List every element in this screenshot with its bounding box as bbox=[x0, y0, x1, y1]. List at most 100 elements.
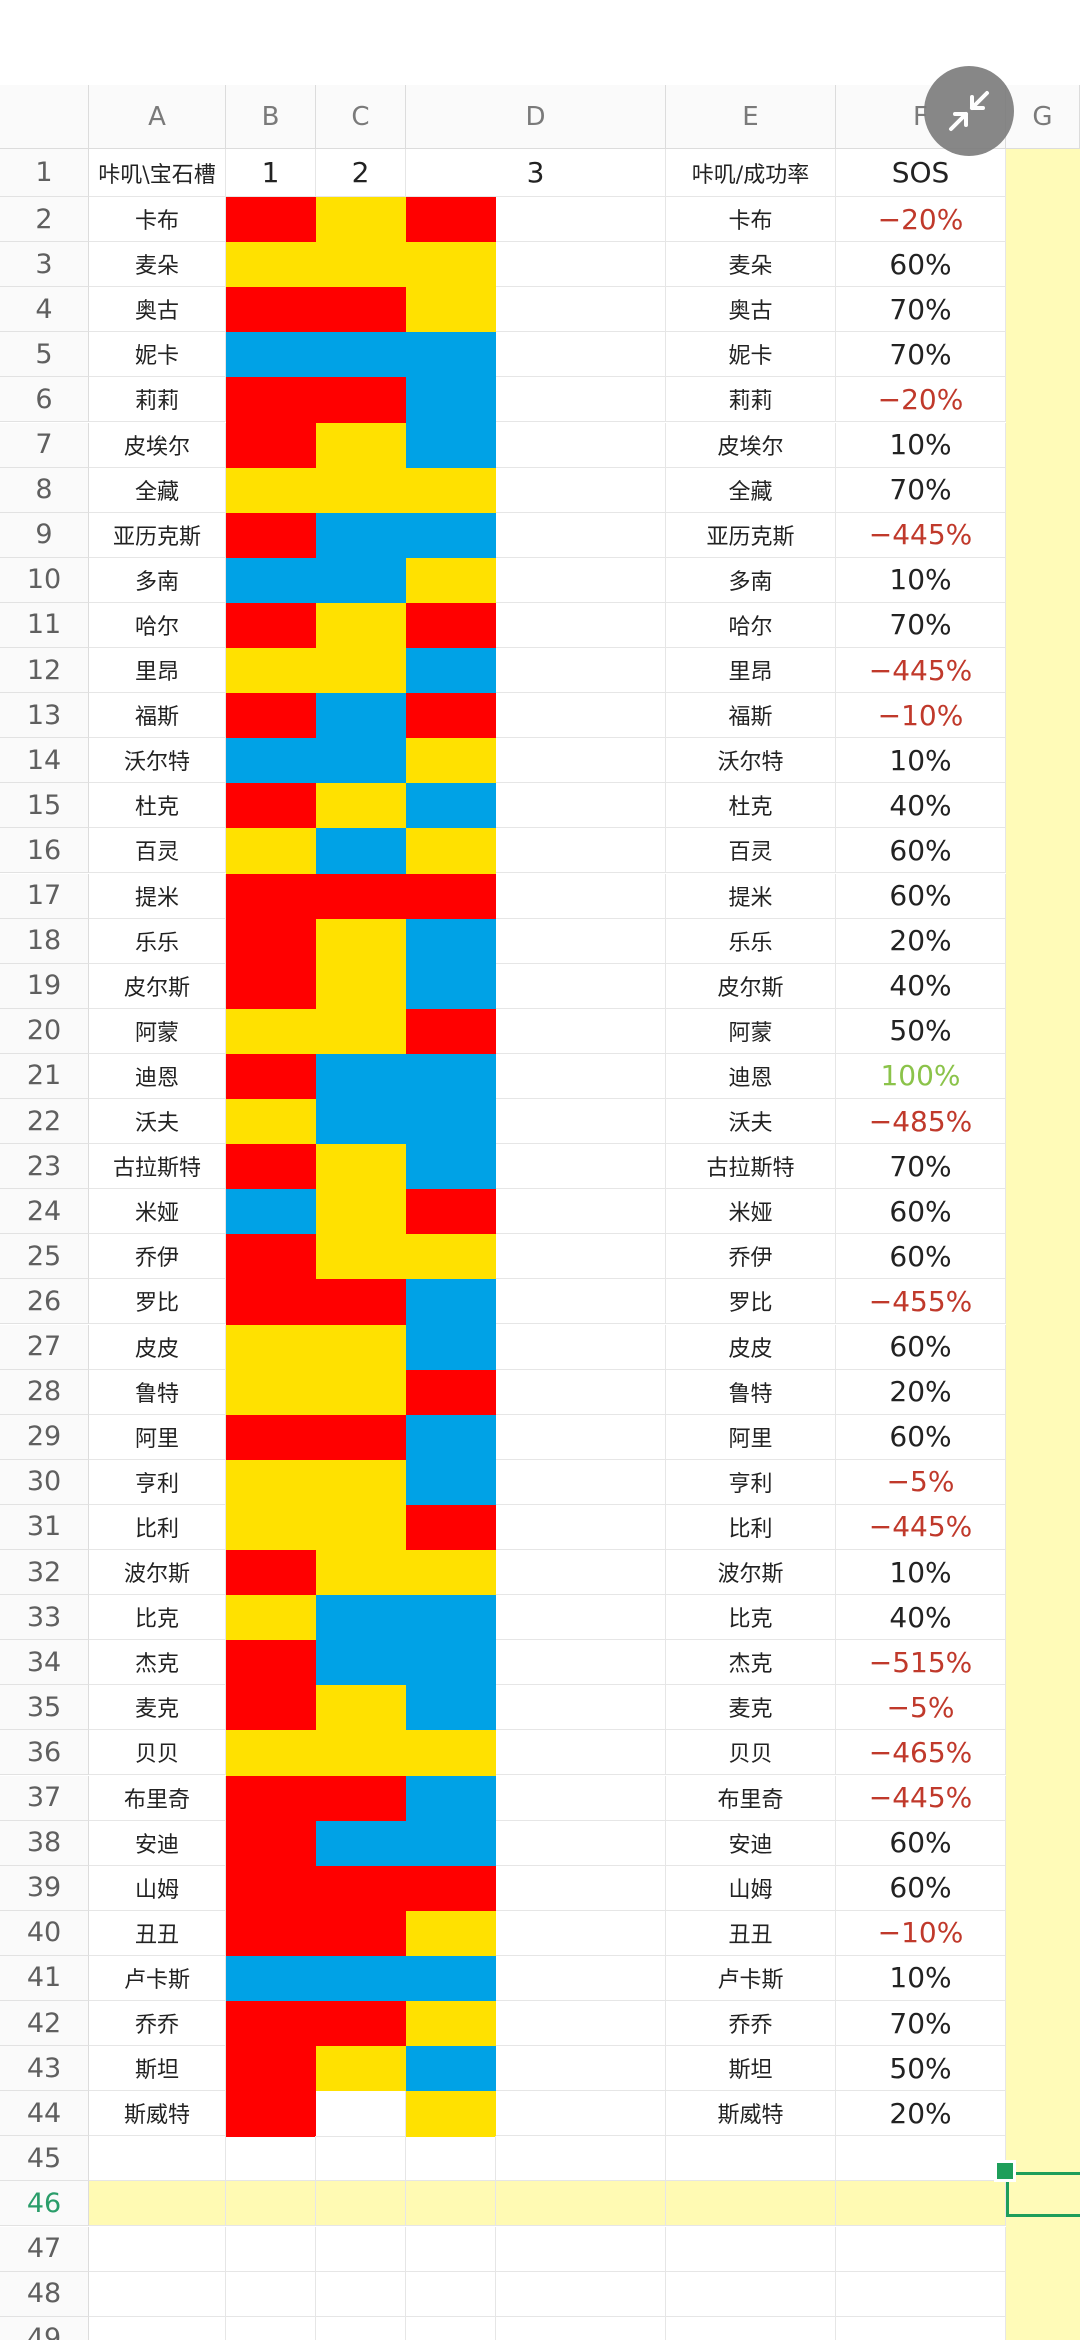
gem-slot-1[interactable] bbox=[226, 1459, 316, 1506]
name-cell-f[interactable]: 麦朵 bbox=[666, 242, 836, 288]
sos-value[interactable]: 20% bbox=[836, 918, 1006, 964]
name-cell-f[interactable]: 罗比 bbox=[666, 1279, 836, 1325]
sos-value[interactable]: 60% bbox=[836, 1865, 1006, 1911]
empty-cell[interactable] bbox=[406, 2271, 496, 2317]
gem-slot-1[interactable] bbox=[226, 1775, 316, 1822]
empty-cell[interactable] bbox=[496, 1189, 666, 1235]
name-cell-f[interactable]: 沃夫 bbox=[666, 1099, 836, 1145]
gem-slot-3[interactable] bbox=[406, 557, 496, 604]
gem-slot-1[interactable] bbox=[226, 1324, 316, 1371]
name-cell[interactable]: 皮尔斯 bbox=[89, 963, 226, 1009]
row-header[interactable]: 5 bbox=[0, 332, 89, 378]
sos-value[interactable]: −515% bbox=[836, 1640, 1006, 1686]
sos-value[interactable]: 60% bbox=[836, 242, 1006, 288]
name-cell-f[interactable]: 卢卡斯 bbox=[666, 1955, 836, 2001]
row-header[interactable]: 16 bbox=[0, 828, 89, 874]
empty-cell[interactable] bbox=[226, 2181, 316, 2227]
column-title-sos[interactable]: SOS bbox=[836, 149, 1006, 197]
gem-slot-3[interactable] bbox=[406, 602, 496, 649]
name-cell-f[interactable]: 鲁特 bbox=[666, 1369, 836, 1415]
name-cell[interactable]: 斯威特 bbox=[89, 2091, 226, 2137]
sos-value[interactable]: 70% bbox=[836, 332, 1006, 378]
gem-slot-2[interactable] bbox=[316, 332, 406, 379]
name-cell-f[interactable]: 丑丑 bbox=[666, 1910, 836, 1956]
empty-cell[interactable] bbox=[496, 1775, 666, 1821]
row-header[interactable]: 18 bbox=[0, 918, 89, 964]
row-header[interactable]: 22 bbox=[0, 1099, 89, 1145]
empty-cell[interactable] bbox=[496, 377, 666, 423]
name-cell-f[interactable]: 奥古 bbox=[666, 287, 836, 333]
empty-cell[interactable] bbox=[836, 2226, 1006, 2272]
gem-slot-1[interactable] bbox=[226, 873, 316, 920]
gem-slot-3[interactable] bbox=[406, 828, 496, 875]
gem-slot-3[interactable] bbox=[406, 2046, 496, 2093]
name-cell-f[interactable]: 卡布 bbox=[666, 197, 836, 243]
sos-value[interactable]: 70% bbox=[836, 602, 1006, 648]
gem-slot-1[interactable] bbox=[226, 1595, 316, 1642]
row-header[interactable]: 21 bbox=[0, 1053, 89, 1099]
empty-cell[interactable] bbox=[496, 2226, 666, 2272]
empty-cell[interactable] bbox=[496, 1053, 666, 1099]
name-cell[interactable]: 斯坦 bbox=[89, 2046, 226, 2092]
sos-value[interactable]: 60% bbox=[836, 1189, 1006, 1235]
row-header[interactable]: 19 bbox=[0, 963, 89, 1009]
name-cell-f[interactable]: 阿蒙 bbox=[666, 1008, 836, 1054]
gem-slot-2[interactable] bbox=[316, 1279, 406, 1326]
sos-value[interactable]: −455% bbox=[836, 1279, 1006, 1325]
sos-value[interactable]: 70% bbox=[836, 1144, 1006, 1190]
name-cell[interactable]: 妮卡 bbox=[89, 332, 226, 378]
empty-cell[interactable] bbox=[496, 1099, 666, 1145]
gem-slot-3[interactable] bbox=[406, 1865, 496, 1912]
gem-slot-3[interactable] bbox=[406, 2091, 496, 2138]
sos-value[interactable]: 10% bbox=[836, 557, 1006, 603]
empty-cell[interactable] bbox=[496, 873, 666, 919]
gem-slot-2[interactable] bbox=[316, 1730, 406, 1777]
gem-slot-2[interactable] bbox=[316, 377, 406, 424]
gem-slot-1[interactable] bbox=[226, 287, 316, 334]
empty-cell[interactable] bbox=[836, 2181, 1006, 2227]
column-header-e[interactable]: E bbox=[666, 85, 836, 149]
gem-slot-2[interactable] bbox=[316, 1550, 406, 1597]
gem-slot-2[interactable] bbox=[316, 1189, 406, 1236]
gem-slot-3[interactable] bbox=[406, 242, 496, 289]
empty-cell[interactable] bbox=[496, 1279, 666, 1325]
row-header[interactable]: 45 bbox=[0, 2136, 89, 2182]
name-cell-f[interactable]: 布里奇 bbox=[666, 1775, 836, 1821]
sos-value[interactable]: −445% bbox=[836, 1775, 1006, 1821]
empty-cell[interactable] bbox=[496, 332, 666, 378]
sos-value[interactable]: 50% bbox=[836, 2046, 1006, 2092]
gem-slot-1[interactable] bbox=[226, 2046, 316, 2093]
gem-slot-2[interactable] bbox=[316, 242, 406, 289]
gem-slot-3[interactable] bbox=[406, 1910, 496, 1957]
collapse-button[interactable] bbox=[924, 66, 1014, 156]
empty-cell[interactable] bbox=[316, 2271, 406, 2317]
gem-slot-2[interactable] bbox=[316, 1775, 406, 1822]
gem-slot-2[interactable] bbox=[316, 1144, 406, 1191]
empty-cell[interactable] bbox=[496, 648, 666, 694]
name-cell-f[interactable]: 乐乐 bbox=[666, 918, 836, 964]
empty-cell[interactable] bbox=[496, 2271, 666, 2317]
name-cell-f[interactable]: 提米 bbox=[666, 873, 836, 919]
row-header[interactable]: 32 bbox=[0, 1550, 89, 1596]
empty-cell[interactable] bbox=[316, 2226, 406, 2272]
row-header[interactable]: 9 bbox=[0, 512, 89, 558]
gem-slot-3[interactable] bbox=[406, 1053, 496, 1100]
empty-cell[interactable] bbox=[496, 1820, 666, 1866]
gem-slot-3[interactable] bbox=[406, 1234, 496, 1281]
name-cell[interactable]: 卡布 bbox=[89, 197, 226, 243]
name-cell-f[interactable]: 杰克 bbox=[666, 1640, 836, 1686]
gem-slot-1[interactable] bbox=[226, 1910, 316, 1957]
gem-slot-3[interactable] bbox=[406, 197, 496, 244]
sos-value[interactable]: −445% bbox=[836, 648, 1006, 694]
gem-slot-3[interactable] bbox=[406, 1504, 496, 1551]
empty-cell[interactable] bbox=[496, 2316, 666, 2340]
gem-slot-2[interactable] bbox=[316, 1324, 406, 1371]
sos-value[interactable]: −10% bbox=[836, 693, 1006, 739]
empty-cell[interactable] bbox=[496, 1324, 666, 1370]
name-cell-f[interactable]: 亨利 bbox=[666, 1459, 836, 1505]
sos-value[interactable]: 100% bbox=[836, 1053, 1006, 1099]
name-cell[interactable]: 百灵 bbox=[89, 828, 226, 874]
row-header[interactable]: 25 bbox=[0, 1234, 89, 1280]
gem-slot-1[interactable] bbox=[226, 828, 316, 875]
sos-value[interactable]: 10% bbox=[836, 1955, 1006, 2001]
